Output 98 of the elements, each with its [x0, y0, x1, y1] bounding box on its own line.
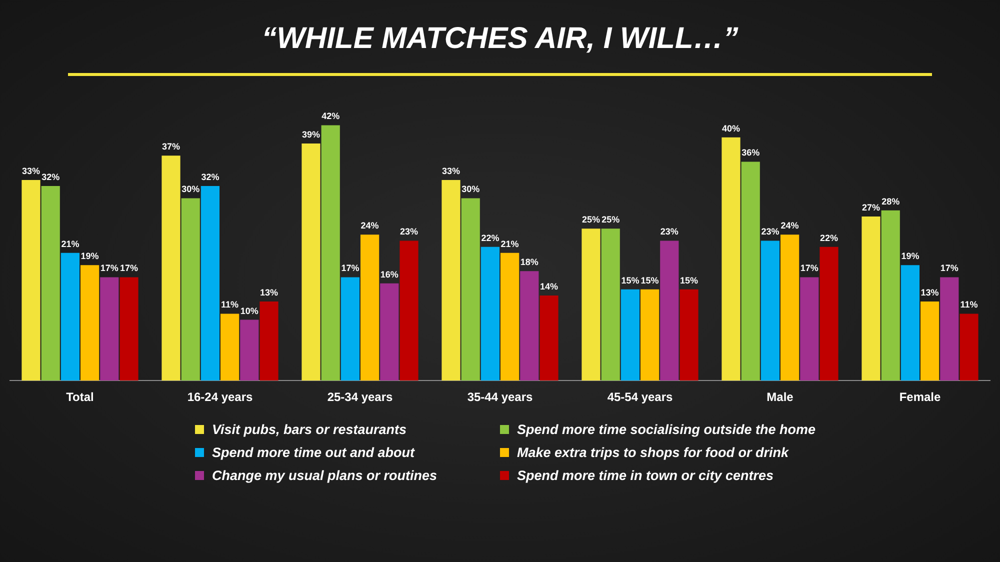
- bar: [461, 198, 480, 381]
- legend-label: Visit pubs, bars or restaurants: [212, 422, 407, 437]
- data-label: 32%: [201, 172, 220, 182]
- x-tick-label: Total: [66, 390, 94, 404]
- data-label: 17%: [120, 263, 138, 274]
- bar: [520, 271, 539, 381]
- legend-label: Change my usual plans or routines: [212, 468, 438, 483]
- bar: [260, 302, 278, 381]
- data-label: 10%: [240, 306, 258, 316]
- data-label: 15%: [621, 275, 640, 286]
- bar: [601, 228, 620, 381]
- bar: [360, 234, 380, 381]
- bar: [302, 143, 320, 381]
- data-label: 22%: [481, 232, 500, 243]
- bar: [620, 289, 640, 381]
- chart-title: “WHILE MATCHES AIR, I WILL…”: [260, 22, 740, 56]
- data-label: 24%: [360, 220, 379, 231]
- bar: [240, 320, 259, 381]
- data-label: 40%: [722, 123, 740, 134]
- bar: [881, 210, 900, 381]
- data-label: 25%: [582, 214, 600, 225]
- data-label: 24%: [780, 220, 799, 231]
- bar: [640, 289, 660, 381]
- x-tick-label: 35-44 years: [467, 390, 534, 404]
- data-label: 11%: [221, 300, 239, 310]
- bar: [380, 283, 399, 381]
- data-label: 39%: [302, 129, 320, 140]
- data-label: 17%: [940, 263, 958, 274]
- bar: [760, 240, 780, 381]
- bar: [540, 295, 558, 381]
- legend-label: Spend more time in town or city centres: [517, 468, 774, 483]
- data-label: 21%: [500, 238, 519, 249]
- bar: [480, 246, 500, 381]
- data-label: 19%: [80, 251, 99, 262]
- bar: [200, 186, 220, 381]
- data-label: 33%: [442, 166, 460, 176]
- bar: [60, 252, 80, 381]
- legend-label: Spend more time socialising outside the home: [517, 422, 816, 437]
- data-label: 42%: [322, 111, 340, 122]
- data-label: 17%: [100, 263, 118, 274]
- bar: [862, 216, 880, 381]
- bar: [780, 234, 800, 381]
- bar: [80, 265, 100, 381]
- bar: [340, 277, 360, 381]
- data-label: 15%: [680, 275, 698, 286]
- bar: [582, 228, 600, 381]
- data-label: 16%: [380, 269, 398, 280]
- data-label: 13%: [260, 288, 278, 298]
- bar: [680, 289, 698, 381]
- data-label: 19%: [901, 251, 920, 262]
- bar: [900, 265, 920, 381]
- bar: [181, 198, 200, 381]
- bar: [41, 186, 60, 381]
- x-tick-label: 25-34 years: [327, 390, 394, 404]
- bar: [800, 277, 819, 381]
- data-label: 23%: [660, 226, 678, 237]
- bar: [220, 314, 240, 381]
- x-tick-label: 16-24 years: [187, 390, 254, 404]
- bar: [920, 302, 940, 381]
- data-label: 25%: [602, 214, 620, 225]
- data-label: 33%: [22, 166, 40, 176]
- data-label: 36%: [742, 148, 760, 158]
- bar: [22, 180, 40, 381]
- data-label: 30%: [182, 184, 200, 194]
- bar: [722, 137, 740, 381]
- x-tick-label: Male: [766, 390, 794, 404]
- data-label: 28%: [882, 196, 900, 206]
- data-label: 17%: [341, 263, 360, 274]
- x-tick-label: Female: [899, 390, 941, 404]
- data-label: 23%: [400, 226, 418, 237]
- bar: [442, 180, 460, 381]
- data-label: 17%: [800, 263, 818, 274]
- data-label: 13%: [920, 288, 939, 298]
- bar: [100, 277, 119, 381]
- bar: [820, 246, 838, 381]
- x-tick-label: 45-54 years: [607, 390, 674, 404]
- bar: [120, 277, 138, 381]
- data-label: 32%: [42, 172, 60, 182]
- data-label: 27%: [862, 202, 880, 212]
- data-label: 23%: [761, 226, 780, 237]
- data-label: 15%: [640, 275, 659, 286]
- bar: [162, 156, 180, 381]
- bar: [321, 125, 340, 381]
- data-label: 30%: [462, 184, 480, 194]
- bar: [960, 314, 978, 381]
- bar: [500, 252, 520, 381]
- legend-label: Spend more time out and about: [212, 445, 415, 460]
- data-label: 18%: [520, 257, 538, 268]
- data-label: 22%: [820, 232, 838, 243]
- legend-label: Make extra trips to shops for food or drink: [517, 445, 789, 460]
- bar: [660, 240, 679, 381]
- data-label: 11%: [960, 300, 978, 310]
- bar: [400, 240, 418, 381]
- bar: [741, 162, 760, 381]
- data-label: 14%: [540, 281, 558, 292]
- data-label: 21%: [61, 238, 80, 249]
- bar: [940, 277, 959, 381]
- data-label: 37%: [162, 142, 180, 152]
